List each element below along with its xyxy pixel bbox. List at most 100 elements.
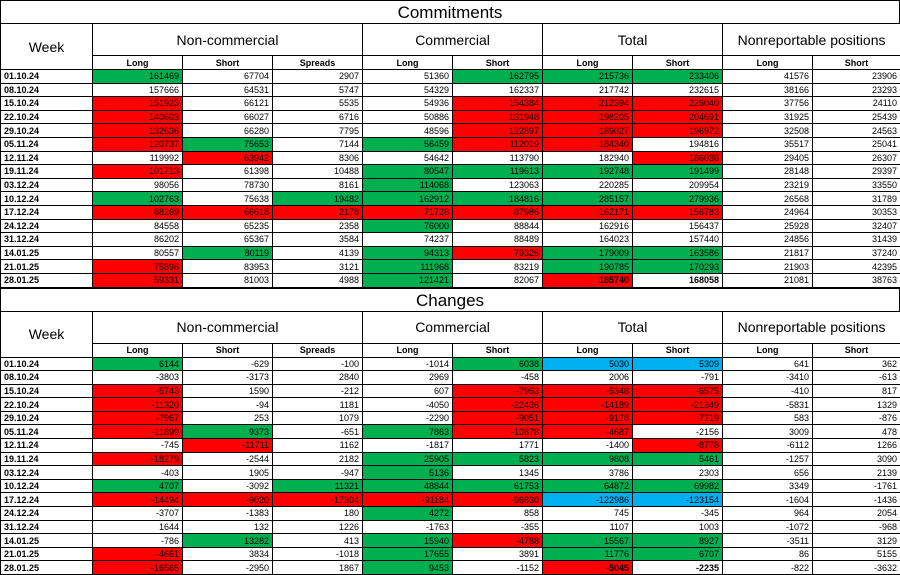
value-cell: -21349 xyxy=(633,398,723,412)
value-cell: 122897 xyxy=(453,124,543,138)
value-cell: -1257 xyxy=(723,452,813,466)
value-cell: 54329 xyxy=(363,83,453,97)
value-cell: 185740 xyxy=(543,273,633,287)
value-cell: 80557 xyxy=(93,246,183,260)
column-header: Short xyxy=(183,56,273,70)
value-cell: 161469 xyxy=(93,70,183,84)
week-cell: 28.01.25 xyxy=(1,273,93,287)
column-header: Long xyxy=(93,56,183,70)
week-header: Week xyxy=(1,311,93,357)
column-header: Short xyxy=(453,343,543,357)
value-cell: 26568 xyxy=(723,192,813,206)
value-cell: 745 xyxy=(543,507,633,521)
value-cell: 192748 xyxy=(543,165,633,179)
value-cell: 2054 xyxy=(813,507,900,521)
value-cell: -613 xyxy=(813,371,900,385)
value-cell: 24856 xyxy=(723,233,813,247)
value-cell: 1590 xyxy=(183,384,273,398)
week-cell: 28.01.25 xyxy=(1,561,93,575)
value-cell: -7953 xyxy=(453,384,543,398)
value-cell: -16565 xyxy=(93,561,183,575)
week-cell: 29.10.24 xyxy=(1,124,93,138)
value-cell: 6144 xyxy=(93,357,183,371)
value-cell: 1079 xyxy=(273,411,363,425)
value-cell: -1018 xyxy=(273,547,363,561)
value-cell: 48844 xyxy=(363,479,453,493)
value-cell: 215736 xyxy=(543,70,633,84)
value-cell: -403 xyxy=(93,466,183,480)
value-cell: -3092 xyxy=(183,479,273,493)
week-cell: 14.01.25 xyxy=(1,246,93,260)
value-cell: 54642 xyxy=(363,151,453,165)
column-header: Short xyxy=(633,343,723,357)
value-cell: 65367 xyxy=(183,233,273,247)
week-cell: 22.10.24 xyxy=(1,398,93,412)
value-cell: 75896 xyxy=(93,260,183,274)
value-cell: 1003 xyxy=(633,520,723,534)
value-cell: -18279 xyxy=(93,452,183,466)
value-cell: 184816 xyxy=(453,192,543,206)
value-cell: 38166 xyxy=(723,83,813,97)
week-cell: 12.11.24 xyxy=(1,151,93,165)
value-cell: -786 xyxy=(93,534,183,548)
week-cell: 05.11.24 xyxy=(1,425,93,439)
value-cell: 204691 xyxy=(633,110,723,124)
value-cell: 37240 xyxy=(813,246,900,260)
value-cell: 5747 xyxy=(273,83,363,97)
value-cell: 80547 xyxy=(363,165,453,179)
value-cell: -9020 xyxy=(183,493,273,507)
column-header: Long xyxy=(363,343,453,357)
value-cell: -4687 xyxy=(543,425,633,439)
value-cell: 32508 xyxy=(723,124,813,138)
value-cell: -2950 xyxy=(183,561,273,575)
value-cell: 131948 xyxy=(453,110,543,124)
value-cell: 168058 xyxy=(633,273,723,287)
week-cell: 21.01.25 xyxy=(1,547,93,561)
value-cell: -22436 xyxy=(453,398,543,412)
value-cell: 209954 xyxy=(633,178,723,192)
value-cell: 24563 xyxy=(813,124,900,138)
value-cell: 180 xyxy=(273,507,363,521)
week-header: Week xyxy=(1,24,93,70)
week-cell: 19.11.24 xyxy=(1,165,93,179)
value-cell: 198205 xyxy=(543,110,633,124)
value-cell: 279936 xyxy=(633,192,723,206)
value-cell: 88269 xyxy=(93,205,183,219)
value-cell: 25928 xyxy=(723,219,813,233)
value-cell: 226040 xyxy=(633,97,723,111)
value-cell: 65235 xyxy=(183,219,273,233)
group-header-commercial: Commercial xyxy=(363,311,543,343)
value-cell: 2840 xyxy=(273,371,363,385)
value-cell: -212 xyxy=(273,384,363,398)
value-cell: 23293 xyxy=(813,83,900,97)
value-cell: 162795 xyxy=(453,70,543,84)
value-cell: 24110 xyxy=(813,97,900,111)
value-cell: 54936 xyxy=(363,97,453,111)
week-cell: 21.01.25 xyxy=(1,260,93,274)
value-cell: 61753 xyxy=(453,479,543,493)
value-cell: 964 xyxy=(723,507,813,521)
value-cell: -345 xyxy=(633,507,723,521)
value-cell: -822 xyxy=(723,561,813,575)
value-cell: -3511 xyxy=(723,534,813,548)
group-header-total: Total xyxy=(543,24,723,56)
value-cell: 80119 xyxy=(183,246,273,260)
value-cell: 3090 xyxy=(813,452,900,466)
value-cell: 362 xyxy=(813,357,900,371)
value-cell: 24964 xyxy=(723,205,813,219)
value-cell: -1763 xyxy=(363,520,453,534)
value-cell: 111968 xyxy=(363,260,453,274)
group-header-noncommercial: Non-commercial xyxy=(93,311,363,343)
value-cell: -9178 xyxy=(543,411,633,425)
value-cell: 163586 xyxy=(633,246,723,260)
column-header: Short xyxy=(453,56,543,70)
value-cell: 5030 xyxy=(543,357,633,371)
value-cell: -629 xyxy=(183,357,273,371)
